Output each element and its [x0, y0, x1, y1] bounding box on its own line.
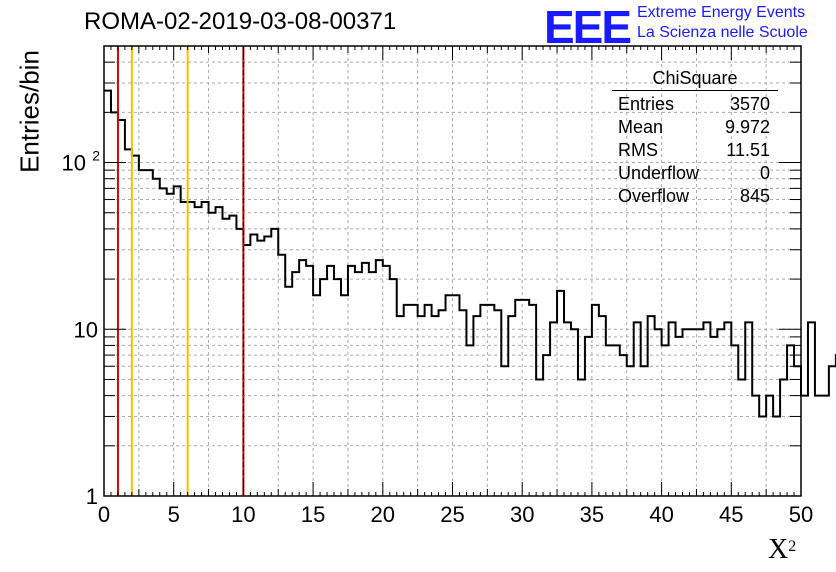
stats-row-overflow: Overflow 845: [618, 186, 770, 206]
x-tick-label: 30: [510, 502, 534, 527]
x-tick-label: 45: [719, 502, 743, 527]
reference-lines: [116, 46, 245, 496]
tick-labels: 0 5 10 15 20 25 30 35 40 45 50 1 10 10 2: [62, 148, 814, 527]
logo-subtitle-1: Extreme Energy Events: [637, 4, 806, 21]
stats-row-mean: Mean 9.972: [618, 117, 770, 137]
stats-row-rms: RMS 11.51: [618, 140, 770, 160]
y-tick-label-exponent: 2: [92, 148, 100, 164]
stats-row-underflow: Underflow 0: [618, 163, 770, 183]
y-tick-label: 1: [86, 484, 98, 509]
eee-logo: EEE: [544, 1, 632, 53]
x-axis-label: X2: [768, 534, 797, 565]
y-axis-label: Entries/bin: [14, 50, 45, 173]
x-tick-label: 5: [168, 502, 180, 527]
x-tick-label: 0: [98, 502, 110, 527]
x-tick-label: 50: [789, 502, 813, 527]
histogram-step-line: [104, 89, 836, 418]
y-tick-label: 10: [62, 151, 86, 176]
stats-box: ChiSquare Entries 3570 Mean 9.972 RMS 11.51…: [612, 68, 778, 208]
stats-row-entries: Entries 3570: [618, 94, 770, 114]
stats-title: ChiSquare: [612, 68, 778, 91]
x-tick-label: 25: [440, 502, 464, 527]
y-tick-label: 10: [74, 317, 98, 342]
x-tick-label: 15: [301, 502, 325, 527]
x-tick-label: 40: [649, 502, 673, 527]
run-title: ROMA-02-2019-03-08-00371: [84, 8, 397, 35]
axis-ticks: [103, 45, 802, 497]
histogram-bins: [104, 89, 836, 418]
x-tick-label: 20: [371, 502, 395, 527]
logo-subtitle-2: La Scienza nelle Scuole: [637, 24, 808, 41]
x-tick-label: 10: [231, 502, 255, 527]
x-tick-label: 35: [580, 502, 604, 527]
grid-lines: [104, 45, 801, 496]
